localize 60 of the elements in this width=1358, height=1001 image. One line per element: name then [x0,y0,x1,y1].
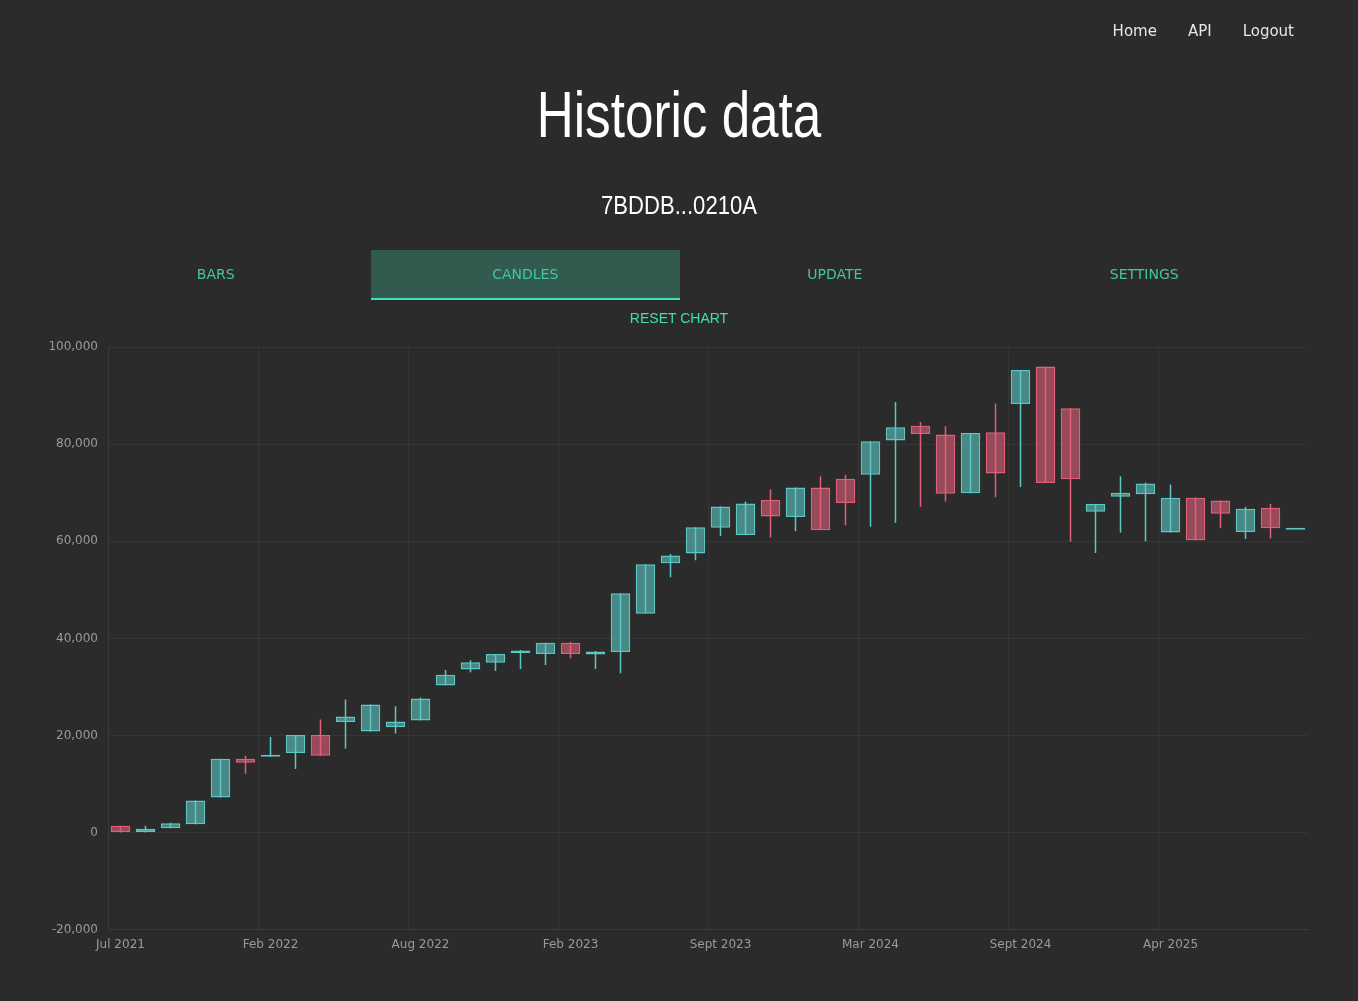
candlestick [760,488,781,539]
candlestick [735,500,756,536]
candlestick [985,402,1006,498]
text: CANDLES [370,250,680,300]
y-tick-label: -20,000 [51,921,98,936]
candlestick [385,705,406,735]
candlestick [285,734,306,770]
y-tick-label: 60,000 [56,533,98,548]
text: Logout [1242,22,1294,40]
x-tick-label: Feb 2022 [242,936,299,951]
candlestick [935,425,956,503]
x-tick-label: Jul 2021 [95,936,145,951]
candlestick [910,421,931,508]
candlestick [1160,483,1181,534]
y-tick-label: 100,000 [48,339,98,354]
candlestick [710,505,731,537]
candlestick [1035,365,1056,484]
candlestick [1210,499,1231,529]
y-tick-label: 40,000 [56,630,98,645]
candlestick [185,799,206,826]
candlestick [1235,506,1256,540]
candlestick [360,703,381,733]
candlestick [1110,475,1131,534]
x-tick-label: Sept 2024 [989,936,1052,951]
candlestick [1135,481,1156,543]
chart-title: Historic data [535,78,823,152]
text: SETTINGS [1108,265,1180,284]
text: UPDATE [806,265,864,284]
y-tick-label: 20,000 [56,727,98,742]
candlestick [410,696,431,722]
text: RESET CHART [628,310,730,326]
x-tick-label: Aug 2022 [391,936,450,951]
y-tick-label: 80,000 [56,436,98,451]
candlestick [810,475,831,531]
candlestick [835,474,856,527]
x-tick-label: Sept 2023 [689,936,752,951]
candlestick [860,440,881,528]
candlestick [660,553,681,578]
text: API [1187,22,1212,40]
candlestick [960,432,981,495]
x-tick-label: Feb 2023 [542,936,599,951]
candlestick [785,486,806,532]
chart-subtitle: 7BDDB...0210A [600,190,758,221]
text: Home [1112,22,1157,40]
candlestick [210,758,231,799]
candlestick [1260,503,1281,540]
candlestick [310,718,331,757]
x-tick-label: Mar 2024 [842,936,899,951]
candlestick [1010,369,1031,488]
candlestick [1185,496,1206,542]
candlestick [535,642,556,666]
candlestick [1085,503,1106,554]
candlestick [610,592,631,675]
candlestick [885,401,906,524]
y-tick-label: 0 [90,824,98,839]
x-tick-label: Apr 2025 [1142,936,1199,951]
candlestick [685,526,706,562]
text: BARS [195,265,236,284]
candlestick [1060,407,1081,543]
candlestick [635,563,656,615]
